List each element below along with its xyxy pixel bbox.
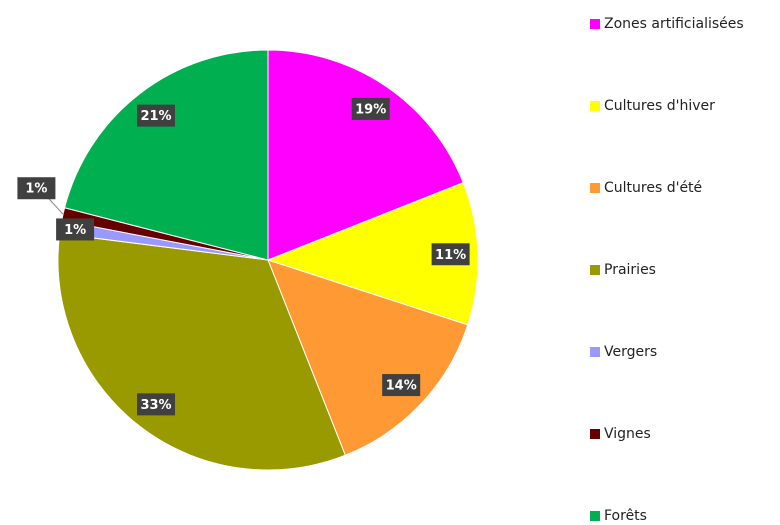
legend-label: Prairies (604, 262, 656, 278)
data-label: 33% (140, 398, 171, 413)
data-label: 1% (25, 182, 47, 197)
legend-swatch (590, 511, 600, 521)
pie-slice (267, 49, 464, 261)
pie-slice (63, 49, 269, 261)
legend-swatch (590, 101, 600, 111)
pie-slice (266, 182, 479, 326)
pie-slice (267, 259, 469, 456)
label-box (17, 177, 56, 200)
legend-label: Vergers (604, 344, 657, 360)
legend-label: Cultures d'été (604, 180, 702, 196)
legend-swatch (590, 183, 600, 193)
legend-label: Zones artificialisées (604, 16, 744, 32)
data-label: 1% (64, 223, 86, 238)
legend-swatch (590, 19, 600, 29)
label-box (382, 374, 421, 397)
data-label: 11% (435, 248, 466, 263)
legend-swatch (590, 429, 600, 439)
label-box (56, 218, 95, 241)
legend-label: Vignes (604, 426, 651, 442)
label-box (351, 97, 390, 120)
label-box (137, 393, 176, 416)
pie-slice (57, 233, 346, 471)
legend-swatch (590, 347, 600, 357)
data-label: 14% (386, 379, 417, 394)
label-box (137, 104, 176, 127)
data-label: 21% (140, 109, 171, 124)
legend-label: Cultures d'hiver (604, 98, 715, 114)
legend-label: Forêts (604, 508, 647, 524)
leader-line (48, 197, 64, 215)
label-box (431, 243, 470, 266)
legend-swatch (590, 265, 600, 275)
data-label: 19% (355, 102, 386, 117)
